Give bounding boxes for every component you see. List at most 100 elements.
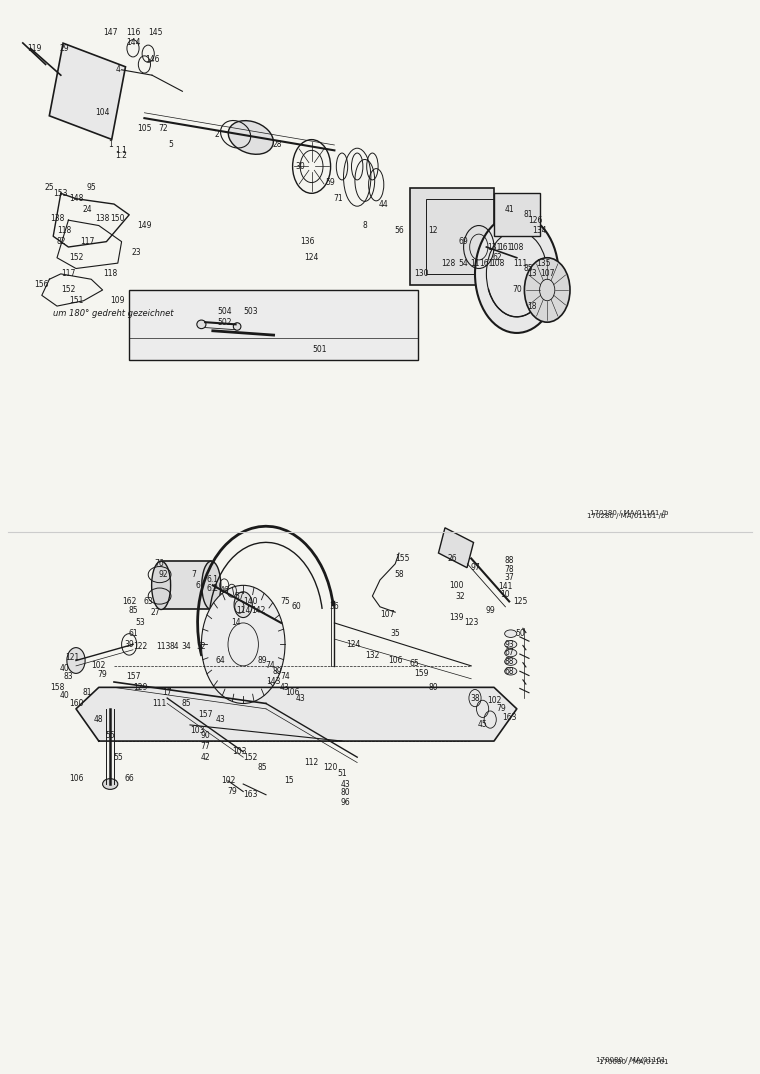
Text: 78: 78	[505, 565, 514, 574]
Text: 6: 6	[195, 581, 200, 590]
Text: 80: 80	[429, 683, 438, 692]
Text: 119: 119	[27, 44, 41, 53]
Text: 85: 85	[524, 264, 533, 273]
Text: 170080 / MA/01161: 170080 / MA/01161	[600, 1059, 669, 1065]
Text: 132: 132	[366, 651, 379, 659]
Text: 72: 72	[159, 125, 168, 133]
Text: 140: 140	[243, 597, 258, 606]
Ellipse shape	[103, 779, 118, 789]
Text: 62: 62	[493, 253, 502, 262]
Text: 80: 80	[341, 788, 350, 797]
Text: 118: 118	[58, 227, 71, 235]
Text: 35: 35	[391, 629, 400, 638]
Text: 123: 123	[464, 619, 478, 627]
Text: 150: 150	[110, 214, 125, 222]
Text: 6.2: 6.2	[207, 584, 219, 593]
Text: 27: 27	[151, 608, 160, 616]
Text: 85: 85	[182, 699, 191, 708]
Text: 117: 117	[81, 237, 94, 246]
Text: 85: 85	[128, 606, 138, 614]
Text: 61: 61	[128, 629, 138, 638]
Text: 120: 120	[324, 764, 337, 772]
Text: 13: 13	[527, 270, 537, 278]
Polygon shape	[76, 687, 517, 741]
Text: 170280 / MA/01161 /b: 170280 / MA/01161 /b	[591, 509, 669, 516]
Text: 163: 163	[243, 790, 258, 799]
Text: 52: 52	[197, 642, 206, 651]
Text: 116: 116	[126, 28, 140, 37]
Text: 103: 103	[232, 748, 247, 756]
Text: 70: 70	[512, 286, 521, 294]
Text: 89: 89	[258, 656, 267, 665]
Text: 65: 65	[410, 659, 419, 668]
Text: 71: 71	[334, 194, 343, 203]
Circle shape	[67, 648, 85, 673]
Text: 163: 163	[502, 713, 517, 722]
Text: 156: 156	[34, 280, 49, 289]
Circle shape	[201, 585, 285, 703]
Text: 125: 125	[514, 597, 527, 606]
Text: 56: 56	[394, 227, 404, 235]
Text: 26: 26	[448, 554, 457, 563]
Text: 102: 102	[487, 696, 501, 705]
Ellipse shape	[228, 120, 274, 155]
Text: 77: 77	[201, 742, 210, 751]
Text: 109: 109	[110, 296, 125, 305]
Text: 162: 162	[122, 597, 136, 606]
Text: 102: 102	[92, 662, 106, 670]
Text: 57: 57	[235, 592, 244, 600]
Text: 131: 131	[487, 243, 501, 251]
Circle shape	[234, 592, 252, 618]
Text: 129: 129	[134, 683, 147, 692]
Text: 40: 40	[60, 692, 69, 700]
Text: 14: 14	[231, 619, 240, 627]
Text: 106: 106	[388, 656, 403, 665]
Text: 7: 7	[192, 570, 196, 579]
Text: 118: 118	[103, 270, 117, 278]
Text: 501: 501	[312, 345, 327, 353]
Text: 148: 148	[69, 194, 83, 203]
Text: 151: 151	[69, 296, 83, 305]
Ellipse shape	[152, 561, 170, 610]
Text: 144: 144	[125, 39, 141, 47]
Text: 75: 75	[280, 597, 290, 606]
Text: 1.1: 1.1	[116, 146, 128, 155]
Text: 106: 106	[285, 688, 300, 697]
Text: 111: 111	[514, 259, 527, 267]
Bar	[494, 193, 540, 236]
Text: 146: 146	[144, 55, 160, 63]
Text: 43: 43	[280, 683, 290, 692]
Text: 79: 79	[98, 670, 107, 679]
Ellipse shape	[505, 640, 517, 648]
Text: 30: 30	[296, 162, 305, 171]
Text: 96: 96	[341, 798, 350, 807]
Text: 79: 79	[497, 705, 506, 713]
Text: 152: 152	[244, 753, 258, 761]
Text: 102: 102	[221, 777, 235, 785]
Ellipse shape	[202, 561, 221, 610]
Ellipse shape	[505, 649, 517, 656]
Text: 69: 69	[459, 237, 468, 246]
Text: 63: 63	[144, 597, 153, 606]
Text: 161: 161	[480, 259, 493, 267]
Bar	[426, 199, 494, 274]
Text: 23: 23	[132, 248, 141, 257]
Text: 157: 157	[125, 672, 141, 681]
Text: 88: 88	[505, 657, 514, 666]
Text: 34: 34	[182, 642, 191, 651]
Text: 53: 53	[136, 619, 145, 627]
FancyBboxPatch shape	[129, 290, 418, 360]
Text: 147: 147	[103, 28, 118, 37]
Text: 1.2: 1.2	[116, 151, 128, 160]
Text: 76: 76	[155, 560, 164, 568]
Circle shape	[475, 215, 559, 333]
Text: 67: 67	[505, 649, 514, 657]
Text: 90: 90	[201, 731, 210, 740]
Text: 170080 / MA/01161: 170080 / MA/01161	[596, 1057, 665, 1063]
Text: 43: 43	[296, 694, 305, 702]
Text: 502: 502	[217, 318, 232, 326]
Text: 97: 97	[470, 563, 480, 571]
Text: 104: 104	[95, 108, 110, 117]
Text: 135: 135	[536, 259, 551, 267]
Text: 43: 43	[341, 780, 350, 788]
